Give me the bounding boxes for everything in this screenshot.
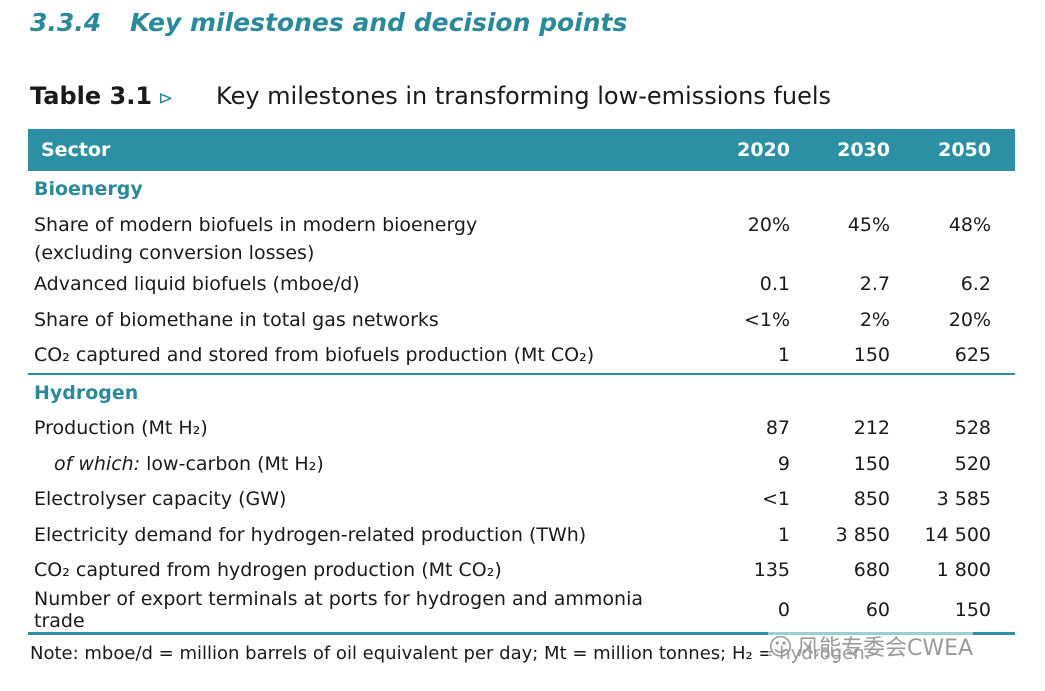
table-label: Table 3.1	[30, 82, 153, 110]
milestones-table: Sector 2020 2030 2050 Bioenergy Share of…	[28, 129, 1015, 635]
group-header-bioenergy: Bioenergy	[28, 171, 1015, 207]
cell-2030: 2%	[859, 308, 890, 331]
cell-2050: 20%	[948, 308, 991, 331]
watermark: ☺ 风能专委会CWEA	[768, 630, 974, 662]
row-label: Production (Mt H₂)	[34, 417, 208, 440]
section-number: 3.3.4	[30, 8, 102, 37]
cell-2020: <1%	[743, 308, 790, 331]
cell-2030: 150	[853, 344, 890, 367]
table-row: Production (Mt H₂) 87 212 528	[28, 411, 1015, 447]
table-row: Share of modern biofuels in modern bioen…	[28, 207, 1015, 267]
cell-2020: 20%	[747, 213, 790, 236]
cell-2050: 14 500	[924, 523, 991, 546]
row-label: Share of modern biofuels in modern bioen…	[28, 207, 691, 267]
table-row: CO₂ captured from hydrogen production (M…	[28, 553, 1015, 589]
table-title-text: Key milestones in transforming low-emiss…	[216, 82, 832, 110]
cell-2020: 0	[691, 588, 798, 635]
cell-2020: 135	[753, 559, 790, 582]
cell-2020: 9	[777, 452, 790, 475]
column-header-2050: 2050	[898, 129, 1015, 171]
cell-2050: 48%	[948, 213, 991, 236]
table-row: CO₂ captured and stored from biofuels pr…	[28, 338, 1015, 375]
cell-2050: 3 585	[936, 488, 991, 511]
group-header-hydrogen: Hydrogen	[28, 373, 1015, 411]
row-label-text: low-carbon (Mt H₂)	[140, 452, 324, 475]
table-row: Share of biomethane in total gas network…	[28, 302, 1015, 338]
row-label-line1: Share of modern biofuels in modern bioen…	[34, 213, 478, 236]
table-row: Electrolyser capacity (GW) <1 850 3 585	[28, 482, 1015, 518]
section-heading: 3.3.4 Key milestones and decision points	[30, 8, 627, 37]
cell-2020: 1	[777, 344, 790, 367]
row-label: of which: low-carbon (Mt H₂)	[28, 446, 691, 482]
column-header-2020: 2020	[691, 129, 798, 171]
cell-2030: 150	[853, 452, 890, 475]
cell-2050: 528	[954, 417, 991, 440]
triangle-arrow-icon: ⊳	[158, 88, 174, 109]
table-header-row: Sector 2020 2030 2050	[28, 129, 1015, 171]
cell-2030: 850	[853, 488, 890, 511]
column-header-2030: 2030	[798, 129, 898, 171]
table-title: Table 3.1 ⊳ Key milestones in transforming…	[30, 82, 831, 110]
row-label: Share of biomethane in total gas network…	[34, 308, 439, 331]
cell-2050: 520	[954, 452, 991, 475]
row-label: CO₂ captured from hydrogen production (M…	[34, 559, 502, 582]
cell-2030: 2.7	[859, 273, 890, 296]
group-name: Hydrogen	[28, 373, 1015, 411]
cell-2020: <1	[761, 488, 790, 511]
wechat-icon: ☺	[768, 633, 794, 661]
cell-2030: 680	[853, 559, 890, 582]
row-label-italic: of which:	[54, 452, 141, 475]
cell-2050: 6.2	[960, 273, 991, 296]
table-note: Note: mboe/d = million barrels of oil eq…	[30, 643, 871, 664]
table-row: Electricity demand for hydrogen-related …	[28, 517, 1015, 553]
row-label: Electrolyser capacity (GW)	[34, 488, 287, 511]
table-row: of which: low-carbon (Mt H₂) 9 150 520	[28, 446, 1015, 482]
cell-2030: 212	[853, 417, 890, 440]
cell-2020: 87	[765, 417, 790, 440]
row-label: Number of export terminals at ports for …	[28, 588, 691, 635]
section-title: Key milestones and decision points	[130, 8, 628, 37]
cell-2030: 45%	[847, 213, 890, 236]
row-label-line2: (excluding conversion losses)	[34, 241, 315, 264]
cell-2020: 0.1	[759, 273, 790, 296]
watermark-text: 风能专委会CWEA	[797, 636, 974, 661]
group-name: Bioenergy	[34, 177, 143, 200]
table-row: Advanced liquid biofuels (mboe/d) 0.1 2.…	[28, 267, 1015, 303]
table-row: Number of export terminals at ports for …	[28, 588, 1015, 635]
row-label: CO₂ captured and stored from biofuels pr…	[34, 344, 595, 367]
cell-2050: 1 800	[936, 559, 991, 582]
row-label: Advanced liquid biofuels (mboe/d)	[34, 273, 360, 296]
cell-2030: 60	[798, 588, 898, 635]
cell-2050: 150	[898, 588, 1015, 635]
row-label: Electricity demand for hydrogen-related …	[34, 523, 587, 546]
column-header-sector: Sector	[28, 129, 691, 171]
cell-2050: 625	[954, 344, 991, 367]
cell-2020: 1	[777, 523, 790, 546]
cell-2030: 3 850	[835, 523, 890, 546]
